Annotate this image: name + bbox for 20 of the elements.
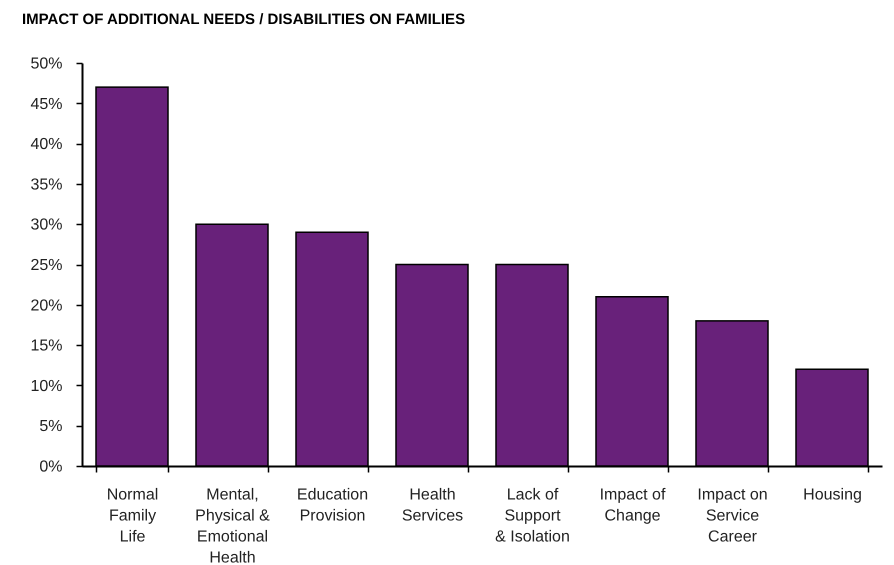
y-tick-label: 25% (30, 257, 62, 274)
y-tick-label: 50% (30, 56, 62, 72)
y-tick-label: 5% (39, 418, 62, 436)
y-tick-label: 0% (39, 458, 62, 476)
y-tick-label: 10% (30, 378, 62, 395)
y-tick-label: 20% (30, 297, 62, 314)
x-tick-label: Impact on Service Career (697, 486, 768, 546)
y-tick-label: 30% (30, 216, 62, 234)
x-tick-label: Lack of Support & Isolation (495, 486, 570, 546)
x-tick-label: Education Provision (296, 486, 368, 524)
x-tick-label: Mental, Physical & Emotional Health (195, 486, 270, 565)
chart-title: IMPACT OF ADDITIONAL NEEDS / DISABILITIES ON FAMILIES (22, 11, 466, 28)
x-tick-label: Impact of Change (600, 486, 666, 524)
y-tick-label: 15% (30, 338, 62, 355)
x-tick-label: Normal Family Life (106, 486, 158, 546)
x-tick-label: Health Services (402, 486, 464, 524)
y-tick-label: 40% (30, 136, 62, 154)
x-tick-label: Housing (803, 486, 862, 504)
y-tick-label: 35% (30, 176, 62, 194)
y-tick-label: 45% (30, 96, 62, 113)
